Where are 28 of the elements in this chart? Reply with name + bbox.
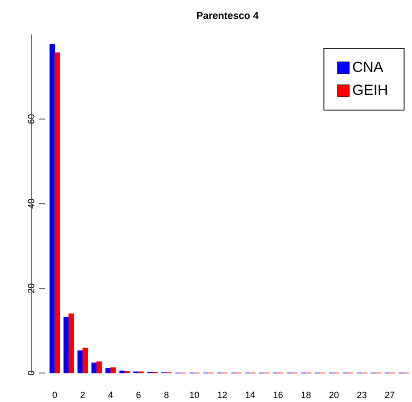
x-tick-label: 4 — [108, 392, 113, 398]
x-tick-label: 8 — [164, 392, 169, 398]
x-tick-label: 2 — [80, 392, 85, 398]
x-tick-label: 20 — [329, 392, 339, 398]
x-tick-label: 18 — [302, 392, 311, 398]
bar — [68, 314, 74, 374]
y-tick-label: 0 — [28, 370, 34, 376]
bar — [64, 316, 69, 374]
bar — [82, 348, 88, 374]
bar — [91, 362, 97, 374]
x-tick-label: 10 — [190, 392, 200, 398]
bar — [50, 44, 55, 374]
bar — [105, 368, 111, 374]
x-tick-label: 6 — [136, 392, 141, 398]
x-tick-label: 27 — [385, 392, 394, 398]
x-tick-label: 14 — [246, 392, 255, 398]
bar — [77, 350, 83, 374]
chart-title: Parentesco 4 — [197, 12, 259, 20]
bar — [54, 52, 60, 374]
bar — [110, 367, 116, 374]
bar — [119, 370, 125, 374]
legend-label: CNA — [353, 62, 384, 72]
x-tick-label: 16 — [274, 392, 283, 398]
x-tick-label: 12 — [218, 392, 227, 398]
bar — [96, 361, 102, 374]
legend-label: GEIH — [352, 84, 387, 95]
x-tick-label: 23 — [357, 392, 366, 398]
x-tick-label: 0 — [52, 392, 57, 398]
